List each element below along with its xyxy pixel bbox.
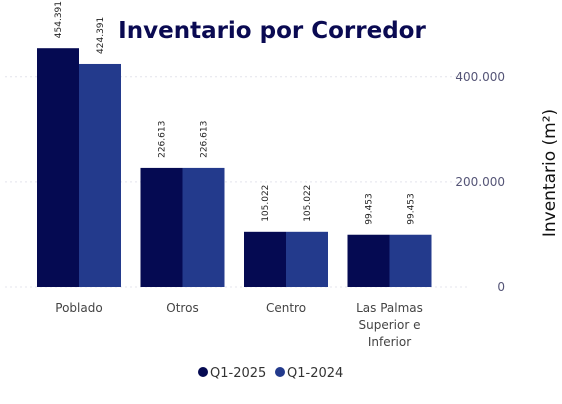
category-label: Inferior (368, 335, 411, 349)
bar (286, 231, 328, 287)
category-label: Poblado (55, 301, 102, 315)
data-label: 105.022 (303, 185, 313, 222)
bar (347, 234, 390, 287)
data-label: 99.453 (407, 193, 417, 225)
y-tick-label: 200.000 (455, 175, 505, 189)
bar (37, 48, 79, 287)
legend-marker (275, 367, 285, 377)
data-label: 454.391 (54, 1, 64, 38)
category-label: Centro (266, 301, 306, 315)
y-tick-label: 0 (497, 280, 505, 294)
bar (244, 231, 286, 287)
category-label: Las Palmas (356, 301, 423, 315)
data-label: 99.453 (365, 193, 375, 225)
bar (389, 234, 432, 287)
bar (182, 167, 225, 287)
category-label: Superior e (359, 318, 421, 332)
category-label: Otros (166, 301, 198, 315)
legend-marker (198, 367, 208, 377)
legend-label: Q1-2025 (210, 366, 266, 381)
bar (140, 167, 183, 287)
bar (79, 63, 121, 287)
y-axis-label: Inventario (m²) (540, 109, 560, 237)
y-tick-label: 400.000 (455, 70, 505, 84)
data-label: 424.391 (96, 17, 106, 54)
chart-title: Inventario por Corredor (118, 18, 426, 44)
data-label: 226.613 (158, 121, 168, 158)
data-label: 105.022 (261, 185, 271, 222)
data-label: 226.613 (200, 121, 210, 158)
legend-label: Q1-2024 (287, 366, 343, 381)
